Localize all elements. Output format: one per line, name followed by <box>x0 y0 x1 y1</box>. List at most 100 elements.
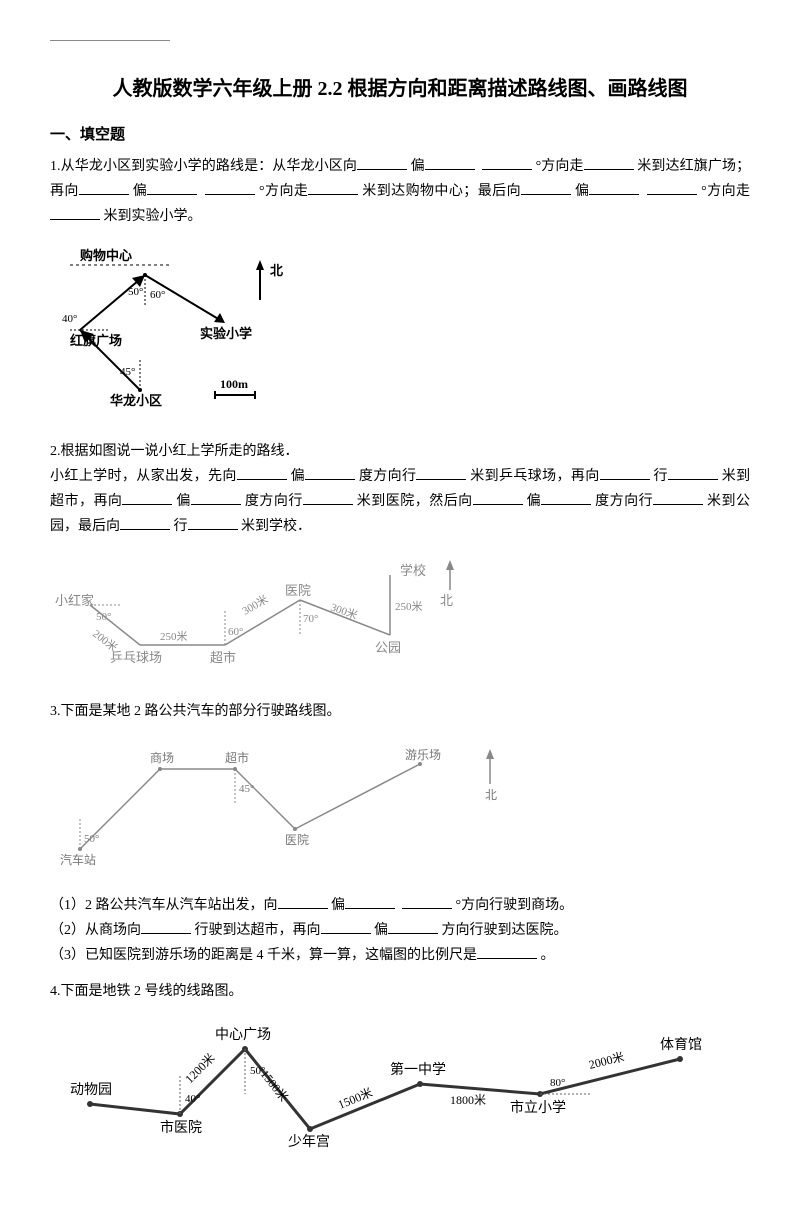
blank[interactable] <box>141 919 191 934</box>
blank[interactable] <box>305 465 355 480</box>
supermarket-label: 超市 <box>225 750 249 765</box>
blank[interactable] <box>600 465 650 480</box>
t: °方向行驶到商场。 <box>456 898 574 913</box>
center-label: 中心广场 <box>215 1027 271 1043</box>
t: （1）2 路公共汽车从汽车站出发，向 <box>50 898 278 913</box>
cityhospital-label: 市医院 <box>160 1119 202 1136</box>
blank[interactable] <box>79 180 129 195</box>
school-label: 学校 <box>400 563 426 578</box>
a50: 50° <box>96 611 111 623</box>
north-label: 北 <box>485 788 497 802</box>
a60: 60° <box>150 289 165 301</box>
playground-label: 游乐场 <box>405 748 441 762</box>
gym-label: 体育馆 <box>660 1037 702 1053</box>
a45: 45° <box>120 366 135 378</box>
q3-p3: （3）已知医院到游乐场的距离是 4 千米，算一算，这幅图的比例尺是 。 <box>50 943 750 968</box>
d1800: 1800米 <box>450 1093 486 1107</box>
school-label: 实验小学 <box>200 326 252 341</box>
q1-t: °方向走 <box>536 159 584 174</box>
blank[interactable] <box>50 205 100 220</box>
blank[interactable] <box>477 944 537 959</box>
q3-p1: （1）2 路公共汽车从汽车站出发，向 偏 °方向行驶到商场。 <box>50 893 750 918</box>
q1-t: 米到实验小学。 <box>104 209 202 224</box>
blank[interactable] <box>321 919 371 934</box>
blank[interactable] <box>345 894 395 909</box>
a40: 40° <box>185 1093 200 1105</box>
q4-diagram: 动物园 市医院 中心广场 少年宫 第一中学 市立小学 体育馆 1200米 150… <box>50 1014 750 1163</box>
question-3: 3.下面是某地 2 路公共汽车的部分行驶路线图。 汽车站 50° 商场 超市 4… <box>50 699 750 969</box>
blank[interactable] <box>188 515 238 530</box>
blank[interactable] <box>308 180 358 195</box>
blank[interactable] <box>237 465 287 480</box>
blank[interactable] <box>473 490 523 505</box>
blank[interactable] <box>122 490 172 505</box>
q1-t: 偏 <box>411 159 425 174</box>
t: 偏 <box>527 494 541 509</box>
page-title: 人教版数学六年级上册 2.2 根据方向和距离描述路线图、画路线图 <box>50 71 750 107</box>
q2-diagram: 小红家 50° 200米 乒乓球场 250米 超市 60° 300米 医院 70… <box>50 550 750 689</box>
cityprimary-label: 市立小学 <box>510 1099 566 1116</box>
blank[interactable] <box>584 155 634 170</box>
q1-t: 1.从华龙小区到实验小学的路线是：从华龙小区向 <box>50 159 357 174</box>
blank[interactable] <box>425 155 475 170</box>
d300b: 300米 <box>329 600 359 622</box>
blank[interactable] <box>589 180 639 195</box>
q1-t: 偏 <box>575 184 589 199</box>
t: 偏 <box>331 898 345 913</box>
q1-diagram: 北 购物中心 50° 60° 40° 红旗广场 45° 华龙小区 <box>50 240 750 429</box>
blank[interactable] <box>402 894 452 909</box>
zoo-label: 动物园 <box>70 1082 112 1098</box>
blank[interactable] <box>388 919 438 934</box>
t: 行 <box>174 519 188 534</box>
blank[interactable] <box>303 490 353 505</box>
q3-p2: （2）从商场向 行驶到达超市，再向 偏 方向行驶到达医院。 <box>50 918 750 943</box>
t: 度方向行 <box>359 469 416 484</box>
blank[interactable] <box>191 490 241 505</box>
blank[interactable] <box>416 465 466 480</box>
a50: 50° <box>250 1065 265 1077</box>
t: 行 <box>653 469 667 484</box>
t: 度方向行 <box>245 494 303 509</box>
bus-label: 汽车站 <box>60 852 96 867</box>
q1-t: 偏 <box>133 184 147 199</box>
a45: 45° <box>239 783 254 795</box>
question-4: 4.下面是地铁 2 号线的线路图。 动物园 市医院 中心广场 少年宫 第一中学 … <box>50 979 750 1163</box>
t: （3）已知医院到游乐场的距离是 4 千米，算一算，这幅图的比例尺是 <box>50 948 477 963</box>
t: 小红上学时，从家出发，先向 <box>50 469 237 484</box>
q3-prefix: 3.下面是某地 2 路公共汽车的部分行驶路线图。 <box>50 699 750 724</box>
supermarket-label: 超市 <box>210 650 236 665</box>
blank[interactable] <box>541 490 591 505</box>
question-2: 2.根据如图说一说小红上学所走的路线． 小红上学时，从家出发，先向 偏 度方向行… <box>50 439 750 689</box>
t: 偏 <box>176 494 190 509</box>
q1-text: 1.从华龙小区到实验小学的路线是：从华龙小区向 偏 °方向走 米到达红旗广场；再… <box>50 154 750 230</box>
t: 行驶到达超市，再向 <box>195 923 321 938</box>
q3-diagram: 汽车站 50° 商场 超市 45° 医院 游乐场 北 <box>50 734 750 883</box>
section-heading: 一、填空题 <box>50 122 750 149</box>
t: （2）从商场向 <box>50 923 141 938</box>
blank[interactable] <box>482 155 532 170</box>
blank[interactable] <box>647 180 697 195</box>
blank[interactable] <box>668 465 718 480</box>
t: 方向行驶到达医院。 <box>442 923 568 938</box>
blank[interactable] <box>357 155 407 170</box>
q4-prefix: 4.下面是地铁 2 号线的线路图。 <box>50 979 750 1004</box>
north-label: 北 <box>440 593 453 608</box>
d2000: 2000米 <box>587 1049 625 1071</box>
firstschool-label: 第一中学 <box>390 1061 446 1078</box>
blank[interactable] <box>653 490 703 505</box>
shopping-label: 购物中心 <box>80 248 132 263</box>
q1-t: °方向走 <box>259 184 308 199</box>
north-label: 北 <box>270 263 283 278</box>
blank[interactable] <box>521 180 571 195</box>
a70: 70° <box>303 613 318 625</box>
t: 米到医院，然后向 <box>357 494 473 509</box>
blank[interactable] <box>147 180 197 195</box>
blank[interactable] <box>278 894 328 909</box>
blank[interactable] <box>120 515 170 530</box>
t: 米到学校． <box>241 519 311 534</box>
blank[interactable] <box>205 180 255 195</box>
mall-label: 商场 <box>150 750 174 765</box>
q2-prefix: 2.根据如图说一说小红上学所走的路线． <box>50 439 750 464</box>
header-rule <box>50 40 170 41</box>
t: 。 <box>541 948 555 963</box>
